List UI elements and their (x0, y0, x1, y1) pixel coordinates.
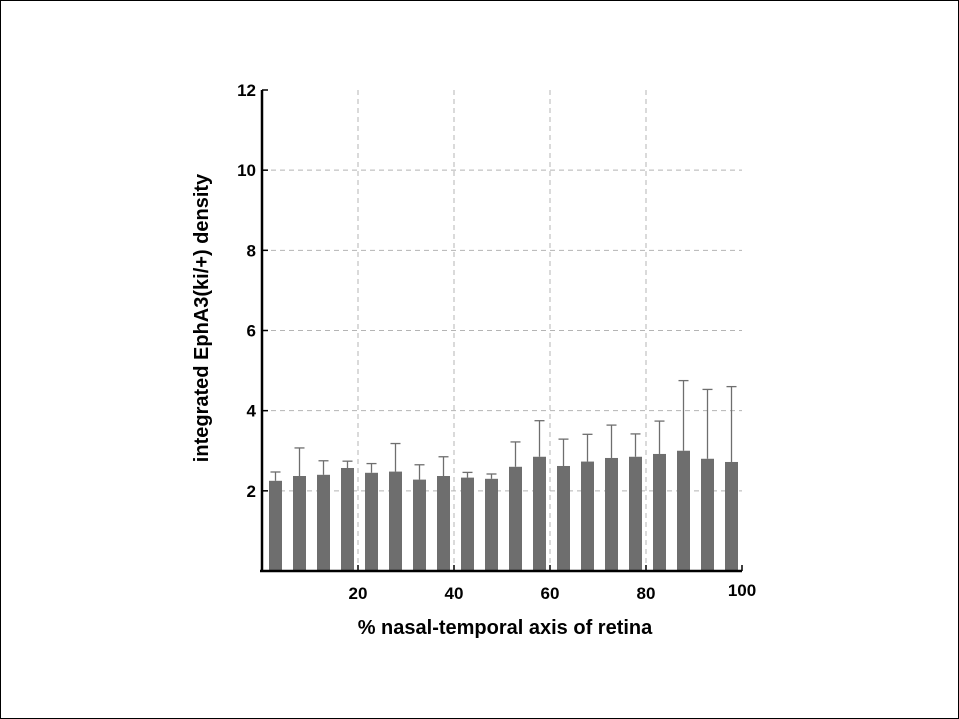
bar (701, 458, 714, 571)
bar (461, 477, 474, 571)
x-axis-title: % nasal-temporal axis of retina (358, 617, 653, 639)
y-tick-label: 4 (247, 402, 257, 421)
bar (533, 456, 546, 571)
y-tick-label: 12 (237, 81, 256, 100)
x-tick-label: 80 (637, 584, 656, 603)
bar (629, 456, 642, 571)
bar (509, 466, 522, 571)
bar (341, 467, 354, 571)
bar (293, 476, 306, 571)
x-tick-label: 60 (541, 584, 560, 603)
bar (653, 453, 666, 571)
y-tick-label: 2 (247, 482, 256, 501)
bar (677, 450, 690, 571)
bar (365, 472, 378, 571)
y-axis-title: integrated EphA3(ki/+) density (191, 173, 213, 462)
bar (269, 480, 282, 571)
x-tick-label: 100 (728, 581, 756, 600)
x-tick-label: 40 (445, 584, 464, 603)
bar (605, 457, 618, 571)
bar (317, 474, 330, 571)
bar (485, 478, 498, 571)
x-tick-label: 20 (349, 584, 368, 603)
y-tick-label: 8 (247, 241, 256, 260)
y-tick-label: 10 (237, 161, 256, 180)
tick-labels: 2 4 6 8 10 12 20 40 60 80 100 (237, 81, 756, 603)
bar (581, 461, 594, 571)
bar (557, 465, 570, 571)
bar (437, 476, 450, 571)
bar (389, 471, 402, 571)
grid-lines (262, 90, 742, 571)
bars (269, 379, 738, 571)
bar (725, 461, 738, 571)
bar (413, 479, 426, 571)
y-tick-label: 6 (247, 322, 256, 341)
